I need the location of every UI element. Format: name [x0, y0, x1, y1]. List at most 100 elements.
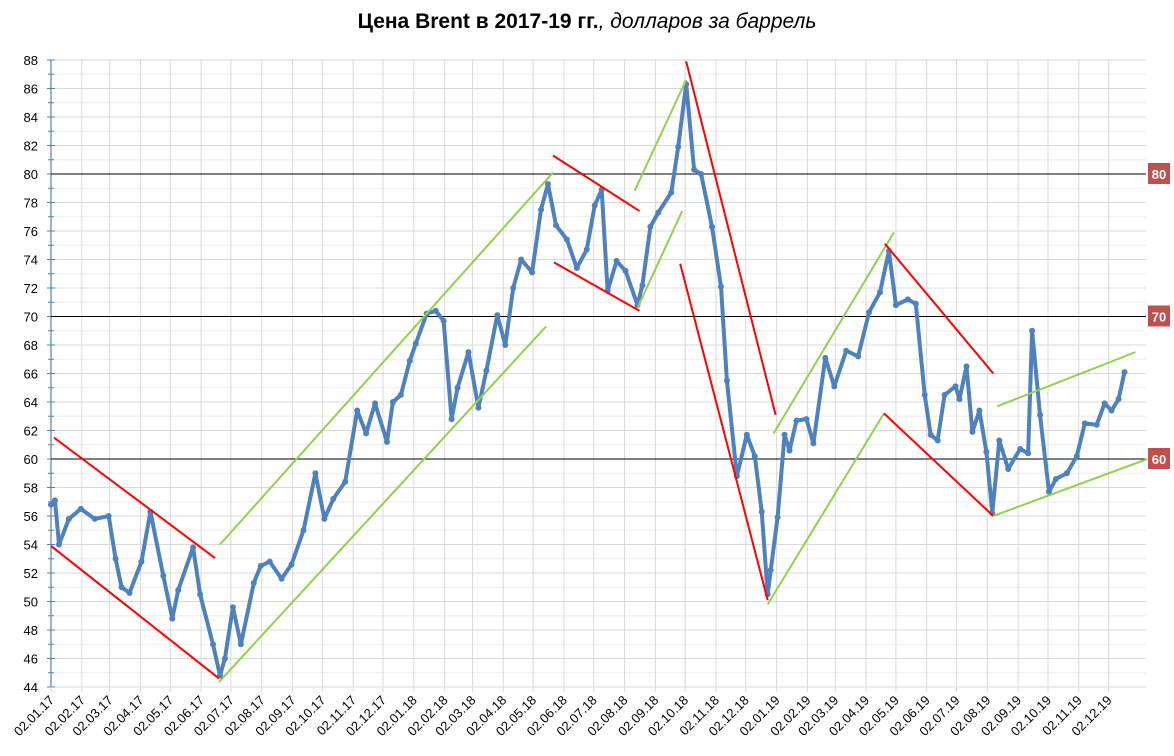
reference-label-box	[1148, 163, 1170, 184]
data-point	[1005, 465, 1012, 472]
data-point	[573, 265, 580, 272]
data-point	[983, 448, 990, 455]
data-point	[412, 340, 419, 347]
data-point	[786, 447, 793, 454]
y-tick-label: 66	[24, 367, 38, 382]
data-point	[475, 404, 482, 411]
downtrend-line	[53, 436, 216, 559]
data-point	[647, 223, 654, 230]
data-point	[383, 438, 390, 445]
data-point	[691, 166, 698, 173]
data-point	[229, 604, 236, 611]
data-point	[529, 269, 536, 276]
data-point	[723, 377, 730, 384]
data-point	[160, 572, 167, 579]
data-point	[996, 437, 1003, 444]
data-point	[77, 505, 84, 512]
downtrend-line	[679, 263, 769, 601]
chart-title: Цена Brent в 2017-19 гг., долларов за ба…	[0, 10, 1174, 34]
data-point	[1093, 421, 1100, 428]
data-point	[876, 289, 883, 296]
data-point	[1081, 420, 1088, 427]
uptrend-line	[219, 171, 554, 546]
data-point	[622, 267, 629, 274]
y-tick-label: 84	[24, 110, 38, 125]
data-point	[921, 391, 928, 398]
downtrend-line	[883, 412, 994, 517]
reference-label-box	[1148, 305, 1170, 327]
y-tick-label: 68	[24, 338, 38, 353]
reference-label: 80	[1152, 167, 1166, 182]
reference-label-box	[1148, 448, 1170, 469]
data-point	[126, 589, 133, 596]
data-point	[668, 189, 675, 196]
data-point	[563, 236, 570, 243]
data-point	[1052, 475, 1059, 482]
y-tick-label: 74	[24, 253, 38, 268]
data-point	[454, 384, 461, 391]
data-point	[781, 431, 788, 438]
downtrend-line	[50, 545, 220, 680]
data-point	[312, 470, 319, 477]
uptrend-line	[992, 458, 1148, 517]
data-point	[934, 437, 941, 444]
data-point	[963, 363, 970, 370]
data-point	[483, 367, 490, 374]
data-point	[904, 296, 911, 303]
data-point	[1101, 400, 1108, 407]
y-tick-label: 50	[24, 595, 38, 610]
y-tick-label: 76	[24, 224, 38, 239]
data-point	[822, 354, 829, 361]
data-point	[502, 342, 509, 348]
data-point	[221, 655, 228, 662]
data-point	[330, 495, 337, 502]
data-point	[774, 514, 781, 521]
data-point	[675, 143, 682, 150]
data-point	[803, 416, 810, 423]
data-point	[342, 478, 349, 485]
data-point	[51, 497, 58, 504]
reference-label: 60	[1152, 452, 1166, 467]
uptrend-line	[218, 325, 547, 683]
chart-title-units: , долларов за баррель	[598, 10, 817, 33]
uptrend-line	[633, 79, 688, 192]
data-point	[406, 357, 413, 364]
data-point	[866, 309, 873, 316]
chart-title-main: Цена Brent в 2017-19 гг.	[357, 10, 599, 33]
data-point	[1045, 488, 1052, 495]
data-point	[250, 579, 257, 586]
y-tick-label: 86	[24, 82, 38, 97]
y-tick-label: 58	[24, 481, 38, 496]
data-point	[118, 584, 125, 591]
downtrend-line	[553, 261, 640, 312]
data-point	[743, 431, 750, 438]
data-point	[448, 416, 455, 423]
y-tick-label: 70	[24, 310, 38, 325]
data-point	[210, 641, 217, 648]
y-tick-label: 64	[24, 395, 38, 410]
data-point	[1121, 369, 1128, 376]
data-point	[55, 541, 62, 548]
data-point	[655, 209, 662, 216]
data-point	[698, 171, 705, 177]
data-point	[1037, 411, 1044, 418]
data-point	[969, 428, 976, 435]
y-tick-label: 72	[24, 281, 38, 296]
data-point	[197, 591, 204, 598]
data-point	[591, 202, 598, 209]
data-point	[278, 575, 285, 582]
data-point	[1017, 446, 1024, 453]
data-point	[1025, 450, 1032, 457]
uptrend-line	[996, 351, 1136, 408]
data-point	[112, 555, 119, 562]
data-point	[639, 282, 646, 289]
data-point	[709, 223, 716, 230]
data-point	[1108, 407, 1115, 414]
data-point	[810, 440, 817, 447]
data-point	[354, 407, 361, 414]
y-tick-label: 88	[24, 53, 38, 68]
data-point	[169, 615, 176, 622]
data-point	[257, 562, 264, 569]
y-tick-label: 54	[24, 538, 38, 553]
data-point	[855, 353, 862, 360]
